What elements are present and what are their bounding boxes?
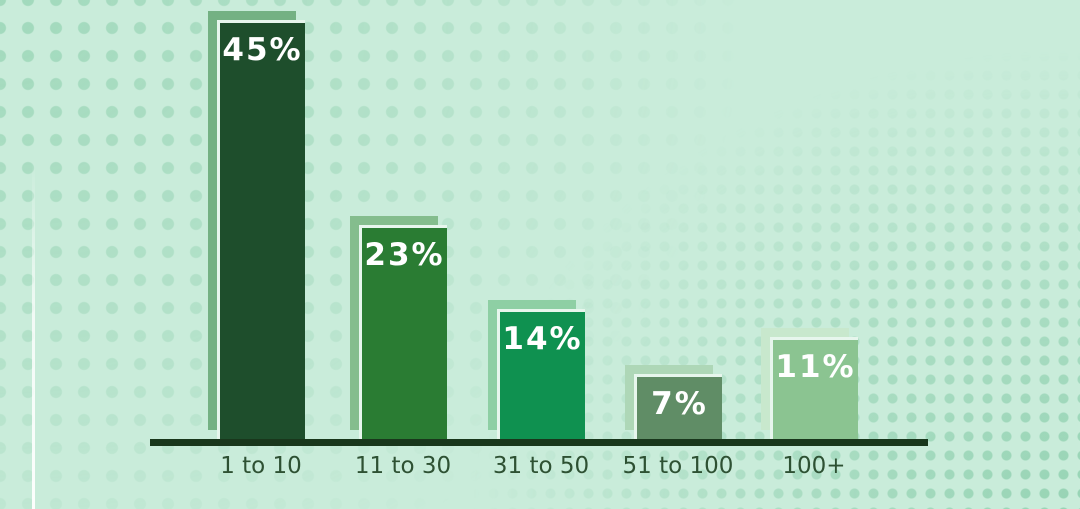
bar-fill-51-to-100: 7% xyxy=(634,374,722,439)
bar-value-label: 23% xyxy=(364,237,445,273)
x-axis-label-31-to-50: 31 to 50 xyxy=(492,453,590,479)
bar-fill-100: 11% xyxy=(770,337,858,439)
bar-31-to-50: 14% xyxy=(488,300,585,439)
bar-fill-1-to-10: 45% xyxy=(217,20,305,439)
x-axis-label-11-to-30: 11 to 30 xyxy=(354,453,452,479)
x-axis-label-51-to-100: 51 to 100 xyxy=(622,453,734,479)
bar-51-to-100: 7% xyxy=(625,365,722,439)
bar-value-label: 11% xyxy=(775,349,856,385)
bar-value-label: 7% xyxy=(651,386,708,422)
bar-fill-11-to-30: 23% xyxy=(359,225,447,439)
crease-line xyxy=(32,160,35,509)
x-axis-label-1-to-10: 1 to 10 xyxy=(220,453,302,479)
x-axis-label-100: 100+ xyxy=(782,453,846,479)
bar-fill-31-to-50: 14% xyxy=(497,309,585,439)
bar-value-label: 14% xyxy=(502,321,583,357)
bar-100: 11% xyxy=(761,328,858,439)
x-axis-line xyxy=(150,439,928,446)
bar-11-to-30: 23% xyxy=(350,216,447,439)
bar-value-label: 45% xyxy=(222,32,303,68)
bar-1-to-10: 45% xyxy=(208,11,305,439)
